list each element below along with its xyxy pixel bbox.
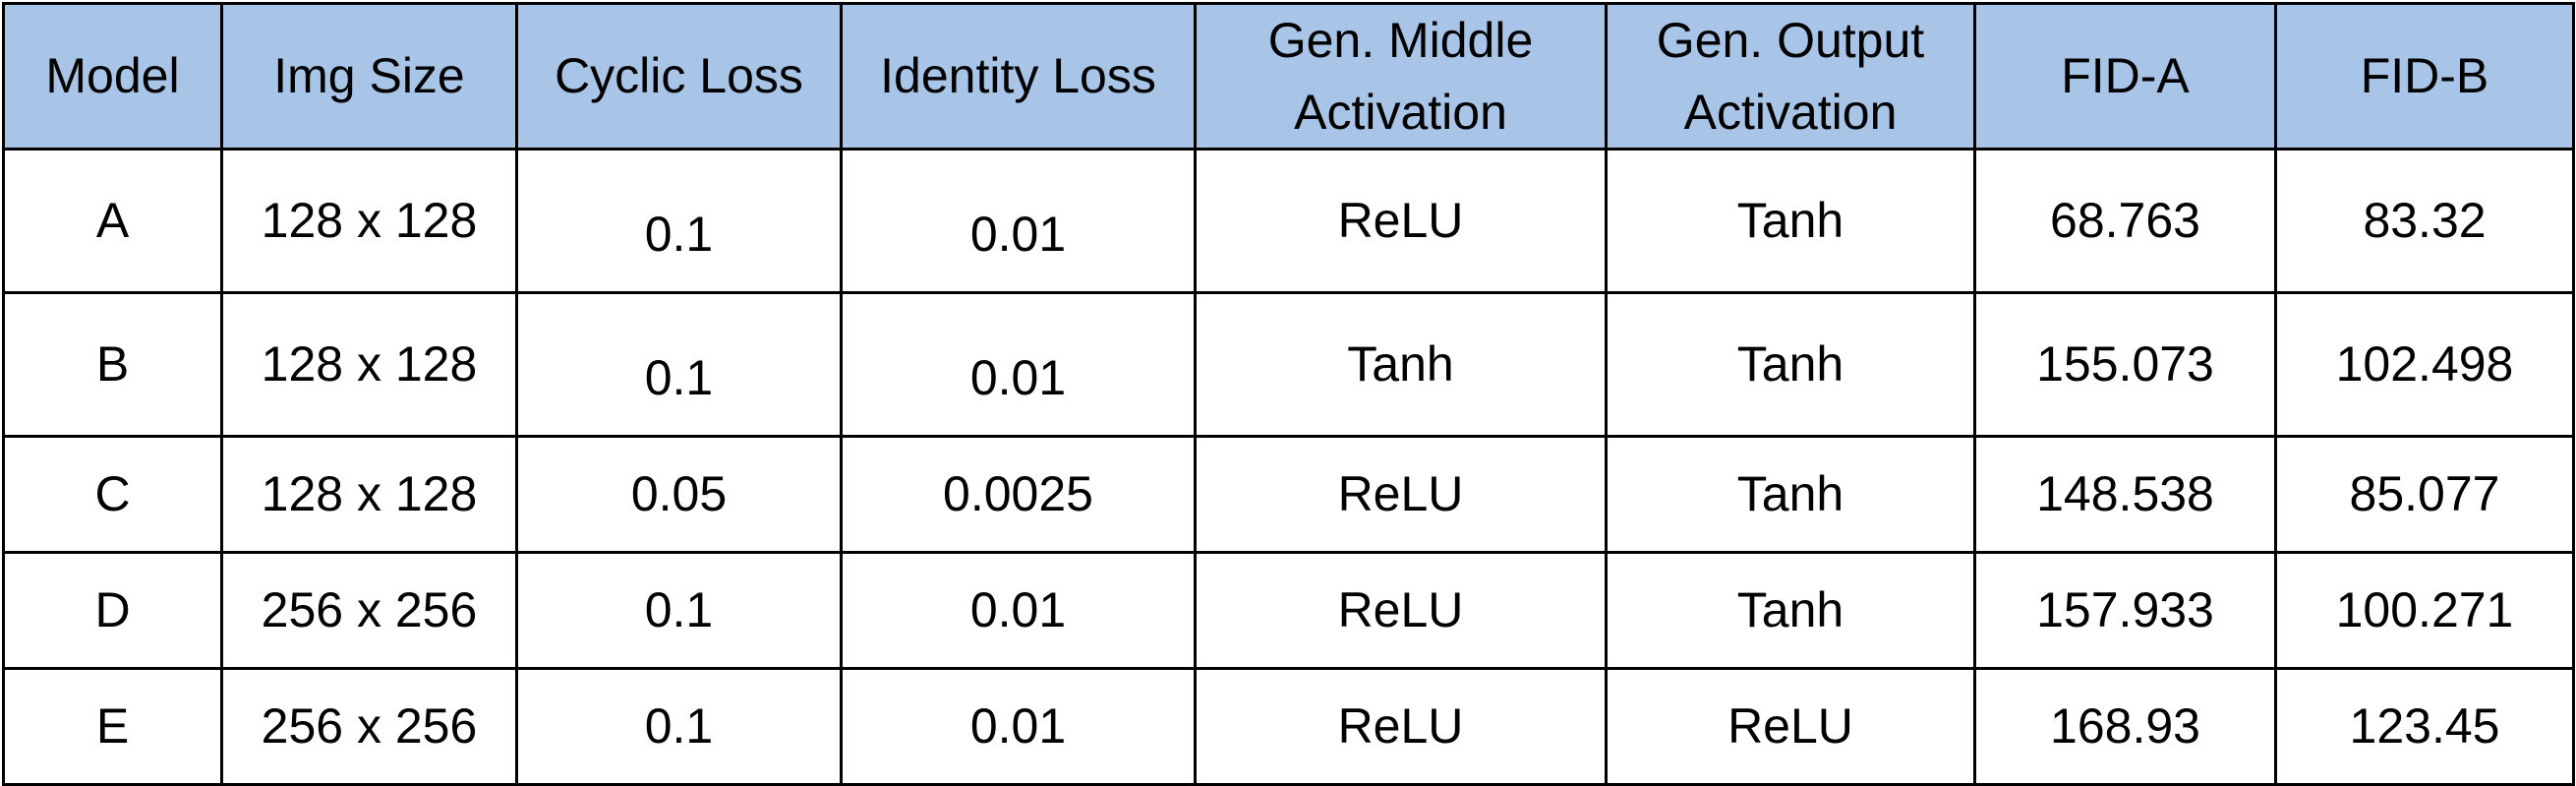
cell-gen-middle-activation: ReLU bbox=[1194, 148, 1608, 294]
cell-fid-a: 155.073 bbox=[1973, 291, 2277, 438]
cell-img-size: 256 x 256 bbox=[220, 667, 518, 786]
cell-identity-loss: 0.01 bbox=[840, 148, 1197, 294]
cell-model: D bbox=[2, 551, 223, 670]
cell-fid-b: 85.077 bbox=[2274, 435, 2575, 554]
header-cell-fid-a: FID-A bbox=[1973, 2, 2277, 151]
cell-img-size: 128 x 128 bbox=[220, 291, 518, 438]
cell-cyclic-loss: 0.1 bbox=[515, 667, 843, 786]
cell-fid-b: 100.271 bbox=[2274, 551, 2575, 670]
cell-fid-a: 148.538 bbox=[1973, 435, 2277, 554]
cell-cyclic-loss: 0.1 bbox=[515, 551, 843, 670]
cell-model: C bbox=[2, 435, 223, 554]
cell-gen-output-activation: Tanh bbox=[1605, 551, 1976, 670]
table-row: C 128 x 128 0.05 0.0025 ReLU Tanh 148.53… bbox=[2, 435, 2575, 554]
table-row: D 256 x 256 0.1 0.01 ReLU Tanh 157.933 1… bbox=[2, 551, 2575, 670]
cell-fid-b: 83.32 bbox=[2274, 148, 2575, 294]
header-cell-model: Model bbox=[2, 2, 223, 151]
header-cell-cyclic-loss: Cyclic Loss bbox=[515, 2, 843, 151]
table-row: A 128 x 128 0.1 0.01 ReLU Tanh 68.763 83… bbox=[2, 148, 2575, 294]
cell-identity-loss: 0.01 bbox=[840, 667, 1197, 786]
cell-model: A bbox=[2, 148, 223, 294]
header-cell-gen-output-activation: Gen. Output Activation bbox=[1605, 2, 1976, 151]
cell-gen-output-activation: ReLU bbox=[1605, 667, 1976, 786]
cell-fid-b: 123.45 bbox=[2274, 667, 2575, 786]
cell-fid-a: 157.933 bbox=[1973, 551, 2277, 670]
cell-gen-middle-activation: Tanh bbox=[1194, 291, 1608, 438]
cell-fid-a: 68.763 bbox=[1973, 148, 2277, 294]
table-row: E 256 x 256 0.1 0.01 ReLU ReLU 168.93 12… bbox=[2, 667, 2575, 786]
cell-cyclic-loss: 0.05 bbox=[515, 435, 843, 554]
cell-gen-middle-activation: ReLU bbox=[1194, 667, 1608, 786]
header-row: Model Img Size Cyclic Loss Identity Loss… bbox=[2, 2, 2575, 151]
cell-identity-loss: 0.0025 bbox=[840, 435, 1197, 554]
header-cell-gen-middle-activation: Gen. Middle Activation bbox=[1194, 2, 1608, 151]
cell-identity-loss: 0.01 bbox=[840, 291, 1197, 438]
cell-img-size: 256 x 256 bbox=[220, 551, 518, 670]
cell-cyclic-loss: 0.1 bbox=[515, 291, 843, 438]
cell-gen-middle-activation: ReLU bbox=[1194, 435, 1608, 554]
cell-gen-middle-activation: ReLU bbox=[1194, 551, 1608, 670]
cell-img-size: 128 x 128 bbox=[220, 435, 518, 554]
cell-model: E bbox=[2, 667, 223, 786]
table-row: B 128 x 128 0.1 0.01 Tanh Tanh 155.073 1… bbox=[2, 291, 2575, 438]
cell-model: B bbox=[2, 291, 223, 438]
cell-cyclic-loss: 0.1 bbox=[515, 148, 843, 294]
cell-fid-b: 102.498 bbox=[2274, 291, 2575, 438]
cell-gen-output-activation: Tanh bbox=[1605, 148, 1976, 294]
cell-gen-output-activation: Tanh bbox=[1605, 291, 1976, 438]
cell-fid-a: 168.93 bbox=[1973, 667, 2277, 786]
header-cell-identity-loss: Identity Loss bbox=[840, 2, 1197, 151]
header-cell-img-size: Img Size bbox=[220, 2, 518, 151]
header-cell-fid-b: FID-B bbox=[2274, 2, 2575, 151]
cell-gen-output-activation: Tanh bbox=[1605, 435, 1976, 554]
cell-identity-loss: 0.01 bbox=[840, 551, 1197, 670]
cell-img-size: 128 x 128 bbox=[220, 148, 518, 294]
